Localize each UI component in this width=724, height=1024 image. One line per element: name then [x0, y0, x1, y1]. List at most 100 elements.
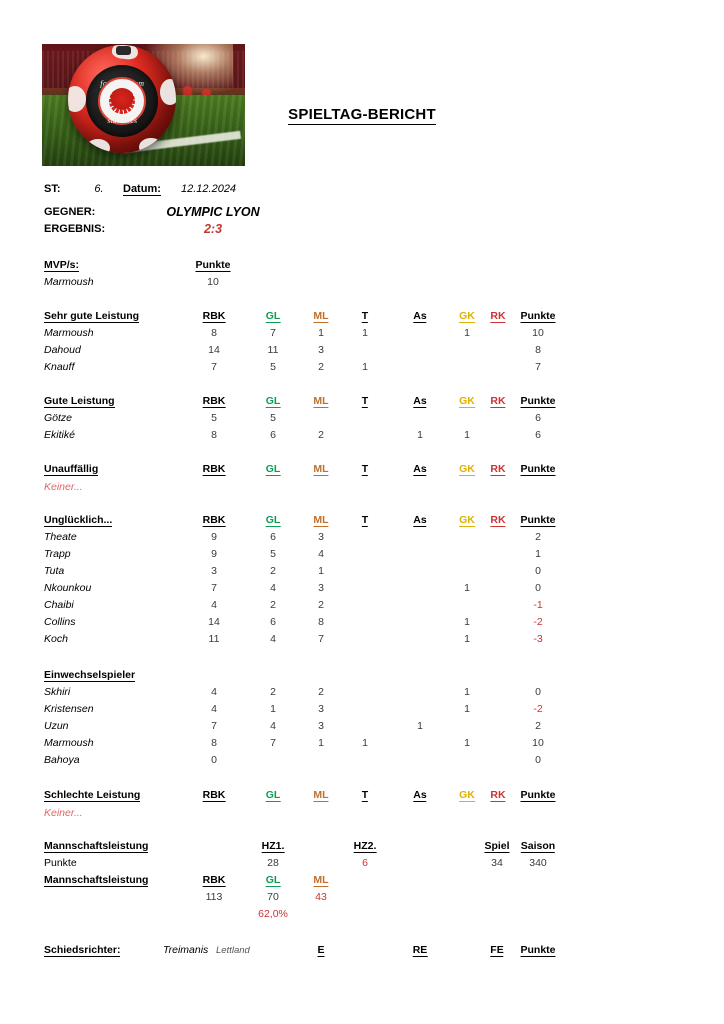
cell-ml: 1: [318, 565, 324, 577]
cell-ml: 2: [318, 686, 324, 698]
referee-name: Treimanis: [163, 944, 209, 956]
player-name: Collins: [44, 616, 76, 628]
col-header-gk: GK: [459, 310, 475, 323]
col-header-ml: ML: [313, 463, 329, 476]
col-header-gl: GL: [265, 310, 281, 323]
cell-t: 1: [362, 327, 368, 339]
cell-gl: 7: [270, 327, 276, 339]
player-name: Koch: [44, 633, 68, 645]
cell-gl: 4: [270, 582, 276, 594]
cell-as: 1: [417, 720, 423, 732]
team-ml-value: 43: [315, 891, 327, 903]
player-name: Tuta: [44, 565, 65, 577]
col-header-punkte: Punkte: [520, 514, 556, 527]
date-label: Datum:: [123, 183, 161, 196]
team-performance-title-2: Mannschaftsleistung: [44, 874, 149, 887]
cell-t: 1: [362, 737, 368, 749]
cell-punkte: 6: [535, 412, 541, 424]
cell-gl: 1: [270, 703, 276, 715]
cell-gl: 6: [270, 531, 276, 543]
result-label: ERGEBNIS:: [44, 223, 106, 235]
date-value: 12.12.2024: [181, 183, 237, 195]
cell-gk: 1: [464, 633, 470, 645]
team-col-header-rbk: RBK: [202, 874, 226, 887]
player-name: Skhiri: [44, 686, 71, 698]
cell-ml: 3: [318, 720, 324, 732]
cell-rbk: 8: [211, 737, 217, 749]
saison-header: Saison: [520, 840, 556, 853]
team-hz1-value: 28: [267, 857, 279, 869]
cell-rbk: 14: [208, 344, 220, 356]
cell-punkte: 0: [535, 582, 541, 594]
matchday-value: 6.: [94, 183, 104, 195]
cell-rbk: 4: [211, 599, 217, 611]
cell-gl: 5: [270, 361, 276, 373]
cell-punkte: -2: [533, 703, 543, 715]
col-header-rk: RK: [490, 310, 506, 323]
match-header-image: fompremium statistics: [42, 44, 245, 166]
cell-rbk: 8: [211, 327, 217, 339]
cell-rbk: 14: [208, 616, 220, 628]
col-header-ml: ML: [313, 395, 329, 408]
matchday-label: ST:: [44, 183, 61, 195]
referee-fe-header: FE: [490, 944, 504, 957]
col-header-gl: GL: [265, 395, 281, 408]
cell-rbk: 0: [211, 754, 217, 766]
cell-t: 1: [362, 361, 368, 373]
section-title-ungluecklich: Unglücklich...: [44, 514, 113, 527]
col-header-gl: GL: [265, 789, 281, 802]
col-header-rbk: RBK: [202, 463, 226, 476]
team-col-header-ml: ML: [313, 874, 329, 887]
col-header-as: As: [413, 395, 427, 408]
mvp-player-name: Marmoush: [44, 276, 94, 288]
col-header-rbk: RBK: [202, 514, 226, 527]
cell-ml: 2: [318, 361, 324, 373]
player-name: Trapp: [44, 548, 71, 560]
cell-punkte: 7: [535, 361, 541, 373]
player-name: Götze: [44, 412, 73, 424]
player-name: Bahoya: [44, 754, 80, 766]
section-title-einwechselspieler: Einwechselspieler: [44, 669, 136, 682]
col-header-punkte: Punkte: [520, 310, 556, 323]
player-name: Uzun: [44, 720, 69, 732]
mvp-points-header: Punkte: [195, 259, 231, 272]
cell-rbk: 5: [211, 412, 217, 424]
cell-ml: 3: [318, 344, 324, 356]
cell-gk: 1: [464, 737, 470, 749]
cell-punkte: 2: [535, 720, 541, 732]
cell-punkte: 0: [535, 686, 541, 698]
player-name: Chaibi: [44, 599, 74, 611]
cell-rbk: 7: [211, 720, 217, 732]
col-header-gk: GK: [459, 514, 475, 527]
cell-punkte: -2: [533, 616, 543, 628]
cell-ml: 8: [318, 616, 324, 628]
section-title-schlechte-leistung: Schlechte Leistung: [44, 789, 141, 802]
cell-punkte: 10: [532, 327, 544, 339]
player-name: Nkounkou: [44, 582, 92, 594]
player-name: Marmoush: [44, 737, 94, 749]
opponent-label: GEGNER:: [44, 206, 96, 218]
page-title-text: SPIELTAG-BERICHT: [288, 106, 436, 125]
col-header-rk: RK: [490, 463, 506, 476]
player-name: Theate: [44, 531, 77, 543]
cell-rbk: 4: [211, 686, 217, 698]
cell-ml: 2: [318, 599, 324, 611]
ball-badge-disc: fompremium statistics: [86, 64, 159, 137]
brand-name-bottom: statistics: [107, 116, 138, 126]
col-header-as: As: [413, 463, 427, 476]
cell-ml: 2: [318, 429, 324, 441]
cell-gl: 5: [270, 548, 276, 560]
col-header-gk: GK: [459, 789, 475, 802]
cell-punkte: 1: [535, 548, 541, 560]
mvp-title: MVP/s:: [44, 259, 80, 272]
cell-punkte: 10: [532, 737, 544, 749]
col-header-rk: RK: [490, 395, 506, 408]
cell-punkte: -3: [533, 633, 543, 645]
col-header-as: As: [413, 789, 427, 802]
cell-gk: 1: [464, 686, 470, 698]
cell-rbk: 8: [211, 429, 217, 441]
cell-rbk: 3: [211, 565, 217, 577]
cell-gk: 1: [464, 327, 470, 339]
cell-gk: 1: [464, 703, 470, 715]
